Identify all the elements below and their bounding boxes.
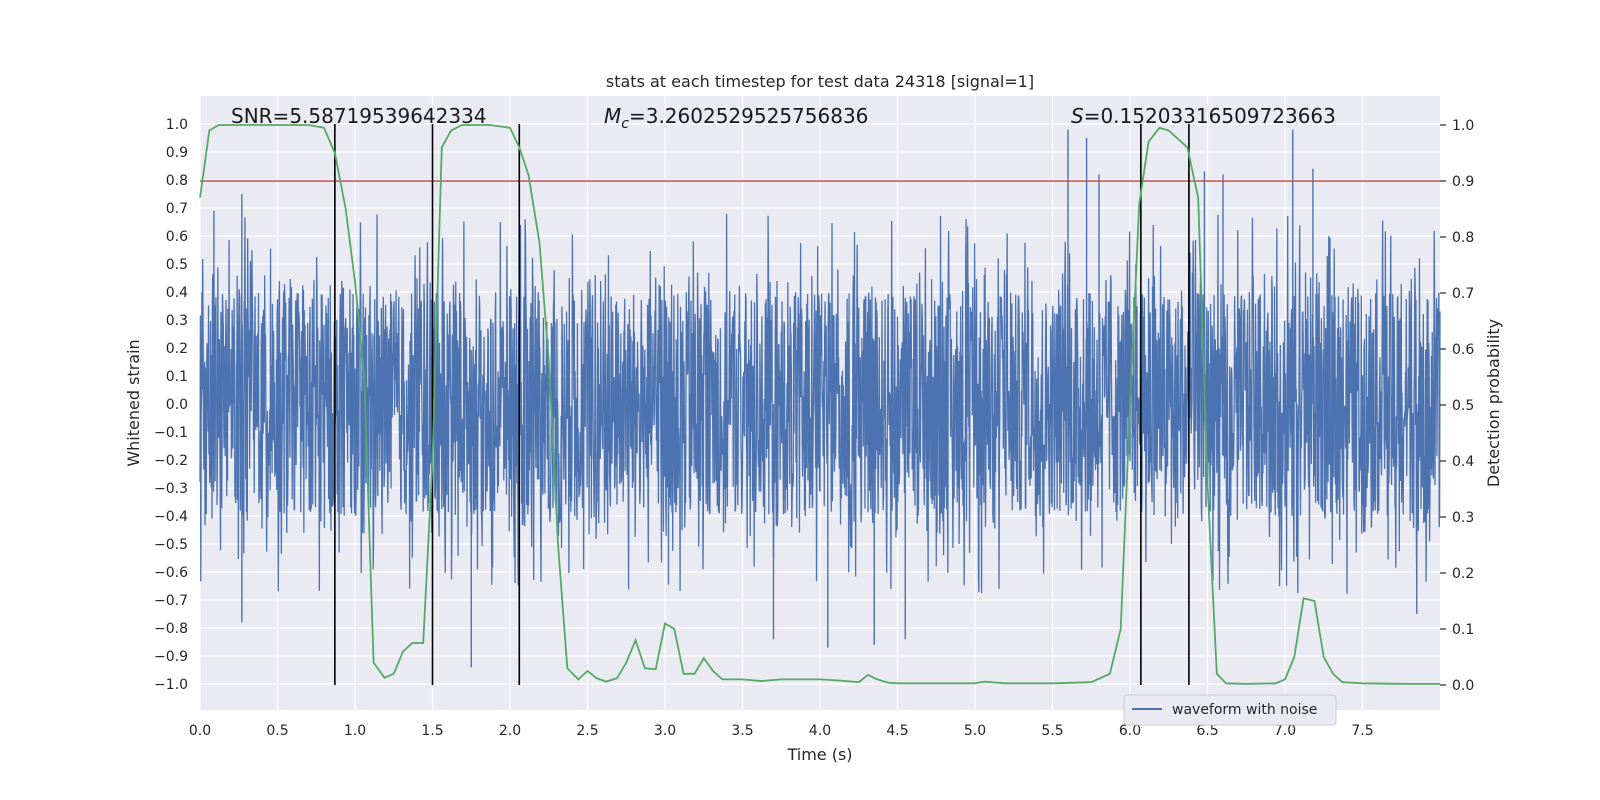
y-tick-label: −0.1	[154, 425, 188, 441]
detection-boundaries	[334, 124, 1190, 685]
y-tick-label: 0.2	[166, 341, 188, 357]
y-tick-label: −0.5	[154, 537, 188, 553]
y2-tick-label: 0.0	[1452, 678, 1474, 694]
snr-value: 5.58719539642334	[289, 104, 486, 128]
y-axis-label: Whitened strain	[124, 339, 143, 466]
x-tick-label: 5.0	[964, 723, 986, 739]
chart-title: stats at each timestep for test data 243…	[606, 72, 1034, 91]
y-tick-label: 0.8	[166, 173, 188, 189]
x-axis-ticks: 0.0 0.5 1.0 1.5 2.0 2.5 3.0 3.5 4.0 4.5 5.0 5.5 6.0 6…	[189, 723, 1374, 739]
y2-tick-label: 0.6	[1452, 342, 1474, 358]
legend-label: waveform with noise	[1172, 702, 1317, 718]
y-tick-label: −0.7	[154, 593, 188, 609]
mc-subscript: c	[621, 116, 629, 132]
x-tick-label: 0.5	[266, 723, 288, 739]
x-tick-label: 3.5	[731, 723, 753, 739]
y-tick-label: 0.0	[166, 397, 188, 413]
y2-tick-label: 0.2	[1452, 566, 1474, 582]
s-symbol: S	[1071, 104, 1084, 128]
waveform-line	[199, 214, 1441, 594]
y2-tick-label: 0.9	[1452, 174, 1474, 190]
x-tick-label: 4.0	[809, 723, 831, 739]
legend-box	[1123, 694, 1337, 726]
x-tick-label: 0.0	[189, 723, 211, 739]
x-tick-label: 4.5	[886, 723, 908, 739]
x-tick-label: 3.0	[654, 723, 676, 739]
x-tick-label: 1.0	[344, 723, 366, 739]
y-axis-ticks: 1.0 0.9 0.8 0.7 0.6 0.5 0.4 0.3 0.2 0.1 0.0 −0.1 −0.…	[154, 117, 188, 693]
y-tick-label: 0.5	[166, 257, 188, 273]
y-tick-label: 0.1	[166, 369, 188, 385]
y2-tick-label: 0.3	[1452, 510, 1474, 526]
y-tick-label: −0.4	[154, 509, 188, 525]
y2-axis-label: Detection probability	[1484, 319, 1503, 487]
y-tick-label: −1.0	[154, 677, 188, 693]
y-tick-label: −0.3	[154, 481, 188, 497]
y2-tick-label: 0.7	[1452, 286, 1474, 302]
y-tick-label: 0.3	[166, 313, 188, 329]
y2-tick-label: 0.4	[1452, 454, 1474, 470]
probability-series	[199, 124, 1440, 685]
y-tick-label: −0.6	[154, 565, 188, 581]
snr-prefix: SNR=	[231, 104, 289, 128]
y2-tick-label: 0.5	[1452, 398, 1474, 414]
x-tick-label: 1.5	[421, 723, 443, 739]
mc-value: =3.2602529525756836	[629, 104, 868, 128]
y-tick-label: 1.0	[166, 117, 188, 133]
x-axis-label: Time (s)	[786, 745, 852, 764]
x-tick-label: 7.5	[1351, 723, 1373, 739]
s-value: =0.15203316509723663	[1084, 104, 1336, 128]
y-tick-label: −0.9	[154, 649, 188, 665]
y-tick-label: −0.2	[154, 453, 188, 469]
x-tick-label: 2.5	[576, 723, 598, 739]
y2-tick-label: 0.8	[1452, 230, 1474, 246]
mc-symbol: M	[604, 104, 621, 128]
x-tick-label: 5.5	[1041, 723, 1063, 739]
x-tick-label: 2.0	[499, 723, 521, 739]
y-tick-label: −0.8	[154, 621, 188, 637]
y2-tick-label: 0.1	[1452, 622, 1474, 638]
legend: waveform with noise	[1123, 694, 1337, 726]
chirp-mass-annotation: Mc=3.2602529525756836	[604, 104, 868, 132]
y-tick-label: 0.4	[166, 285, 188, 301]
x-tick-label: 7.0	[1274, 723, 1296, 739]
s-annotation: S=0.15203316509723663	[1071, 104, 1336, 128]
x-tick-label: 6.0	[1119, 723, 1141, 739]
y-tick-label: 0.9	[166, 145, 188, 161]
y2-tick-label: 1.0	[1452, 118, 1474, 134]
y2-axis-ticks: 1.0 0.9 0.8 0.7 0.6 0.5 0.4 0.3 0.2 0.1 0.0	[1440, 118, 1474, 694]
y-tick-label: 0.6	[166, 229, 188, 245]
y-tick-label: 0.7	[166, 201, 188, 217]
snr-annotation: SNR=5.58719539642334	[231, 104, 487, 128]
x-tick-label: 6.5	[1196, 723, 1218, 739]
probability-line	[199, 124, 1440, 685]
